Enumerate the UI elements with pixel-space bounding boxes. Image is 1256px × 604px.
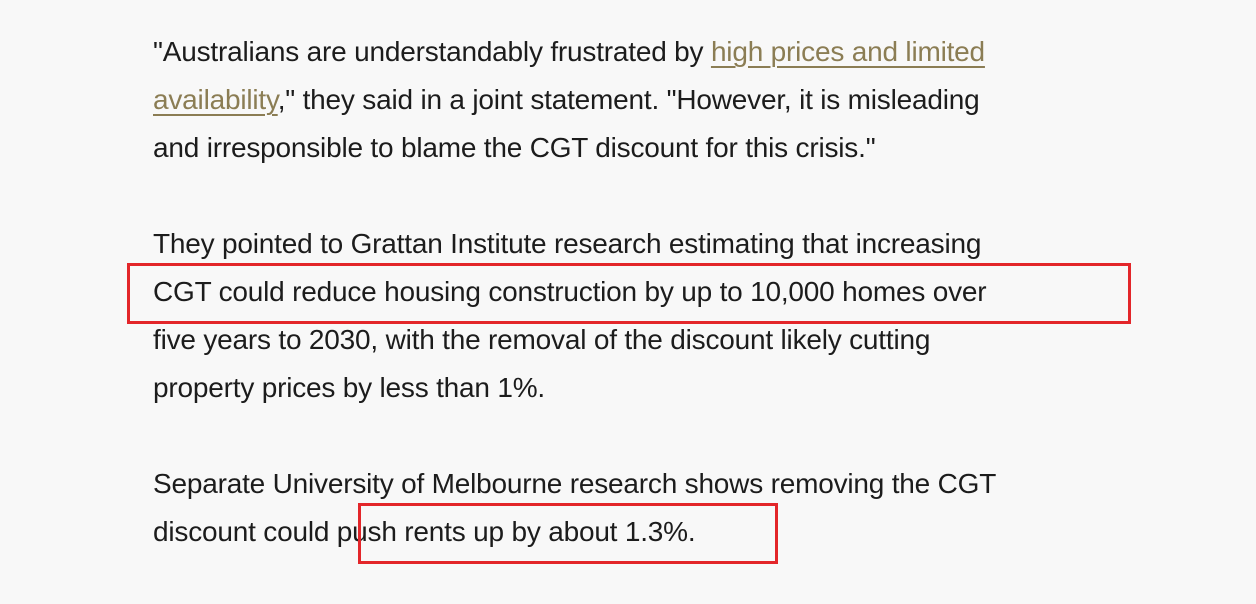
paragraph-line-highlighted: CGT could reduce housing construction by… (153, 276, 987, 307)
paragraph-line: availability," they said in a joint stat… (153, 76, 1153, 124)
paragraph-line: and irresponsible to blame the CGT disco… (153, 124, 1153, 172)
paragraph-line: "Australians are understandably frustrat… (153, 28, 1153, 76)
availability-link[interactable]: availability (153, 84, 278, 115)
paragraph-line: five years to 2030, with the removal of … (153, 324, 931, 355)
quote-text: "Australians are understandably frustrat… (153, 36, 711, 67)
paragraph-line: property prices by less than 1%. (153, 372, 546, 403)
paragraph-line: discount could push rents up by about 1.… (153, 508, 1153, 556)
article-body: "Australians are understandably frustrat… (153, 28, 1153, 604)
highlighted-text: push rents up by about 1.3%. (336, 516, 696, 547)
paragraph-line: They pointed to Grattan Institute resear… (153, 228, 982, 259)
quote-text: and irresponsible to blame the CGT disco… (153, 132, 876, 163)
paragraph-grattan: They pointed to Grattan Institute resear… (153, 220, 1153, 412)
quote-text: ," they said in a joint statement. "Howe… (277, 84, 980, 115)
paragraph-line: Separate University of Melbourne researc… (153, 468, 997, 499)
body-text: discount could (153, 516, 337, 547)
paragraph-melbourne: Separate University of Melbourne researc… (153, 460, 1153, 556)
paragraph-quote: "Australians are understandably frustrat… (153, 28, 1153, 172)
high-prices-link[interactable]: high prices and limited (710, 36, 985, 67)
